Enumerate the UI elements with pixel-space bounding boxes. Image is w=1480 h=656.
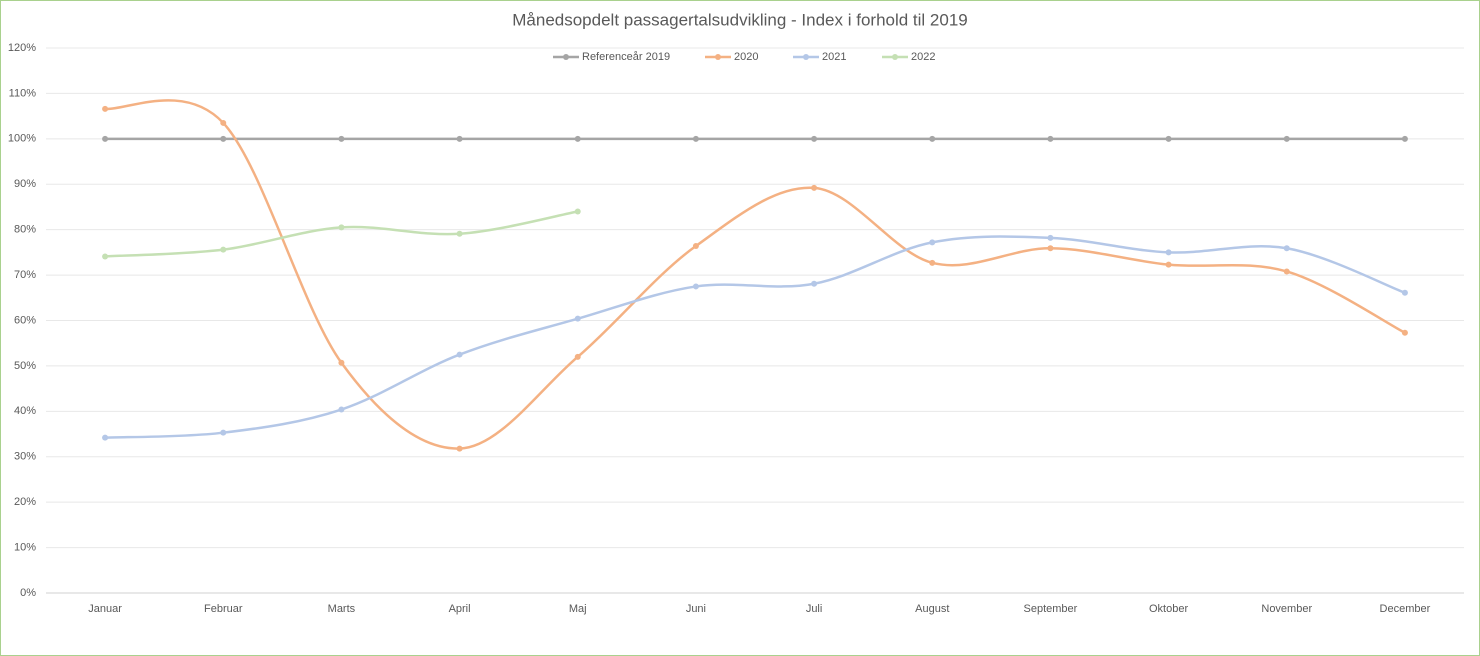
point-marker — [929, 239, 936, 246]
point-marker — [102, 105, 109, 112]
point-marker — [1165, 261, 1172, 268]
point-marker — [1401, 329, 1408, 336]
y-tick-label: 120% — [8, 42, 36, 54]
point-marker — [811, 280, 818, 287]
y-tick-label: 50% — [14, 360, 36, 372]
x-tick-label: September — [1024, 603, 1078, 615]
x-tick-label: December — [1380, 603, 1431, 615]
x-tick-label: Juni — [686, 603, 706, 615]
point-marker — [220, 135, 227, 142]
x-tick-label: April — [449, 603, 471, 615]
point-marker — [102, 253, 109, 260]
point-marker — [692, 283, 699, 290]
point-marker — [1283, 245, 1290, 252]
x-tick-label: Marts — [328, 603, 356, 615]
x-tick-label: Februar — [204, 603, 243, 615]
y-tick-label: 100% — [8, 133, 36, 145]
legend-label: Referenceår 2019 — [582, 51, 670, 63]
point-marker — [456, 351, 463, 358]
y-tick-label: 30% — [14, 451, 36, 463]
x-tick-label: Januar — [88, 603, 122, 615]
x-tick-label: August — [915, 603, 949, 615]
point-marker — [1047, 245, 1054, 252]
point-marker — [1283, 268, 1290, 275]
point-marker — [1047, 234, 1054, 241]
x-tick-label: Juli — [806, 603, 823, 615]
point-marker — [456, 135, 463, 142]
point-marker — [692, 135, 699, 142]
x-tick-label: November — [1261, 603, 1312, 615]
x-tick-label: Oktober — [1149, 603, 1188, 615]
point-marker — [338, 406, 345, 413]
point-marker — [1401, 135, 1408, 142]
point-marker — [220, 119, 227, 126]
point-marker — [338, 224, 345, 231]
point-marker — [929, 135, 936, 142]
point-marker — [220, 246, 227, 253]
point-marker — [1401, 289, 1408, 296]
point-marker — [102, 434, 109, 441]
point-marker — [1165, 135, 1172, 142]
x-tick-label: Maj — [569, 603, 587, 615]
legend-marker — [563, 54, 569, 60]
legend-marker — [715, 54, 721, 60]
legend-marker — [803, 54, 809, 60]
point-marker — [1047, 135, 1054, 142]
y-tick-label: 0% — [20, 587, 36, 599]
point-marker — [102, 135, 109, 142]
point-marker — [574, 353, 581, 360]
point-marker — [811, 135, 818, 142]
point-marker — [456, 445, 463, 452]
point-marker — [929, 259, 936, 266]
point-marker — [338, 135, 345, 142]
point-marker — [1283, 135, 1290, 142]
point-marker — [692, 243, 699, 250]
y-tick-label: 110% — [9, 87, 37, 99]
y-tick-label: 70% — [14, 269, 36, 281]
legend-label: 2020 — [734, 51, 758, 63]
y-tick-label: 20% — [14, 496, 36, 508]
y-tick-label: 10% — [14, 541, 36, 553]
series-line — [105, 235, 1406, 439]
point-marker — [220, 429, 227, 436]
point-marker — [574, 208, 581, 215]
chart-title: Månedsopdelt passagertalsudvikling - Ind… — [512, 10, 968, 29]
point-marker — [456, 230, 463, 237]
point-marker — [338, 359, 345, 366]
legend-label: 2022 — [911, 51, 935, 63]
legend-label: 2021 — [822, 51, 846, 63]
y-tick-label: 80% — [14, 224, 36, 236]
point-marker — [1165, 249, 1172, 256]
y-tick-label: 40% — [14, 405, 36, 417]
y-tick-label: 60% — [14, 314, 36, 326]
y-tick-label: 90% — [14, 178, 36, 190]
point-marker — [574, 315, 581, 322]
point-marker — [574, 135, 581, 142]
point-marker — [811, 184, 818, 191]
legend-marker — [892, 54, 898, 60]
